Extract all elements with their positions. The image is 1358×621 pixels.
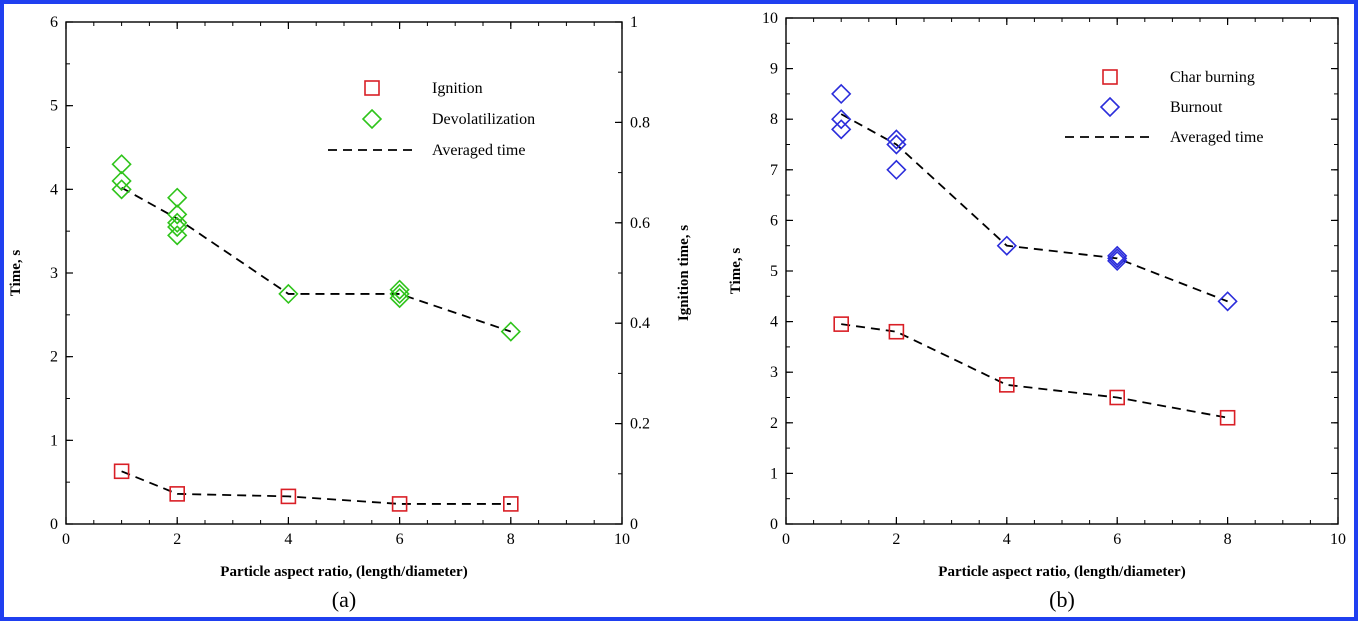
y2-axis-title: Ignition time, s xyxy=(676,225,692,321)
y-tick-label: 0 xyxy=(50,516,58,533)
y2-tick-label: 0.8 xyxy=(630,114,650,131)
legend-label: Char burning xyxy=(1170,69,1255,86)
y-tick-label: 2 xyxy=(770,415,778,432)
y-axis-title: Time, s xyxy=(8,250,24,297)
y-tick-label: 5 xyxy=(770,263,778,280)
y2-tick-label: 0.2 xyxy=(630,416,650,433)
y2-tick-label: 0.4 xyxy=(630,315,650,332)
x-axis-title: Particle aspect ratio, (length/diameter) xyxy=(938,564,1185,580)
legend: Ignition Devolatilization Averaged time xyxy=(328,80,535,159)
y-tick-label: 5 xyxy=(50,98,58,115)
y-tick-label: 0 xyxy=(770,516,778,533)
plot-frame xyxy=(66,22,622,524)
legend-marker xyxy=(1103,70,1117,84)
legend-marker xyxy=(363,110,381,128)
y-tick-label: 1 xyxy=(770,465,778,482)
y-tick-label: 2 xyxy=(50,349,58,366)
legend-marker xyxy=(1101,98,1119,116)
y2-tick-label: 0.6 xyxy=(630,215,650,232)
y-tick-label: 6 xyxy=(770,212,778,229)
x-tick-label: 8 xyxy=(1224,531,1232,548)
y2-tick-label: 1 xyxy=(630,14,638,31)
y-tick-label: 3 xyxy=(50,265,58,282)
plot-frame xyxy=(786,18,1338,524)
x-axis-title: Particle aspect ratio, (length/diameter) xyxy=(220,564,467,580)
y-tick-label: 9 xyxy=(770,61,778,78)
legend-label: Devolatilization xyxy=(432,111,535,128)
x-tick-label: 2 xyxy=(892,531,900,548)
chart-panel-b: 0 2 4 6 8 10 0 1 2 3 4 5 6 7 8 9 10 Particle aspect ratio… xyxy=(728,10,1346,612)
x-tick-label: 4 xyxy=(1003,531,1011,548)
y2-tick-label: 0 xyxy=(630,516,638,533)
burnout-point xyxy=(887,161,905,179)
devolatilization-point xyxy=(113,155,131,173)
panel-label: (b) xyxy=(1049,587,1075,612)
x-tick-label: 6 xyxy=(1113,531,1121,548)
x-tick-label: 10 xyxy=(614,531,630,548)
burnout-point xyxy=(887,130,905,148)
y-tick-label: 10 xyxy=(762,10,778,27)
y-tick-label: 1 xyxy=(50,432,58,449)
legend-label: Burnout xyxy=(1170,99,1223,116)
y-tick-label: 4 xyxy=(50,181,58,198)
y-axis-title: Time, s xyxy=(728,248,744,295)
x-tick-label: 0 xyxy=(782,531,790,548)
panel-label: (a) xyxy=(332,587,356,612)
legend-label: Averaged time xyxy=(432,142,525,159)
legend: Char burning Burnout Averaged time xyxy=(1065,69,1263,146)
x-tick-label: 10 xyxy=(1330,531,1346,548)
y-tick-label: 7 xyxy=(770,162,778,179)
x-tick-label: 6 xyxy=(396,531,404,548)
x-tick-label: 4 xyxy=(284,531,292,548)
y-tick-label: 3 xyxy=(770,364,778,381)
y-tick-label: 8 xyxy=(770,111,778,128)
x-tick-label: 0 xyxy=(62,531,70,548)
burnout-point xyxy=(832,85,850,103)
x-tick-label: 8 xyxy=(507,531,515,548)
y-tick-label: 6 xyxy=(50,14,58,31)
x-tick-label: 2 xyxy=(173,531,181,548)
devolatilization-point xyxy=(168,189,186,207)
legend-marker xyxy=(365,81,379,95)
legend-label: Averaged time xyxy=(1170,129,1263,146)
y-tick-label: 4 xyxy=(770,314,778,331)
legend-label: Ignition xyxy=(432,80,483,97)
